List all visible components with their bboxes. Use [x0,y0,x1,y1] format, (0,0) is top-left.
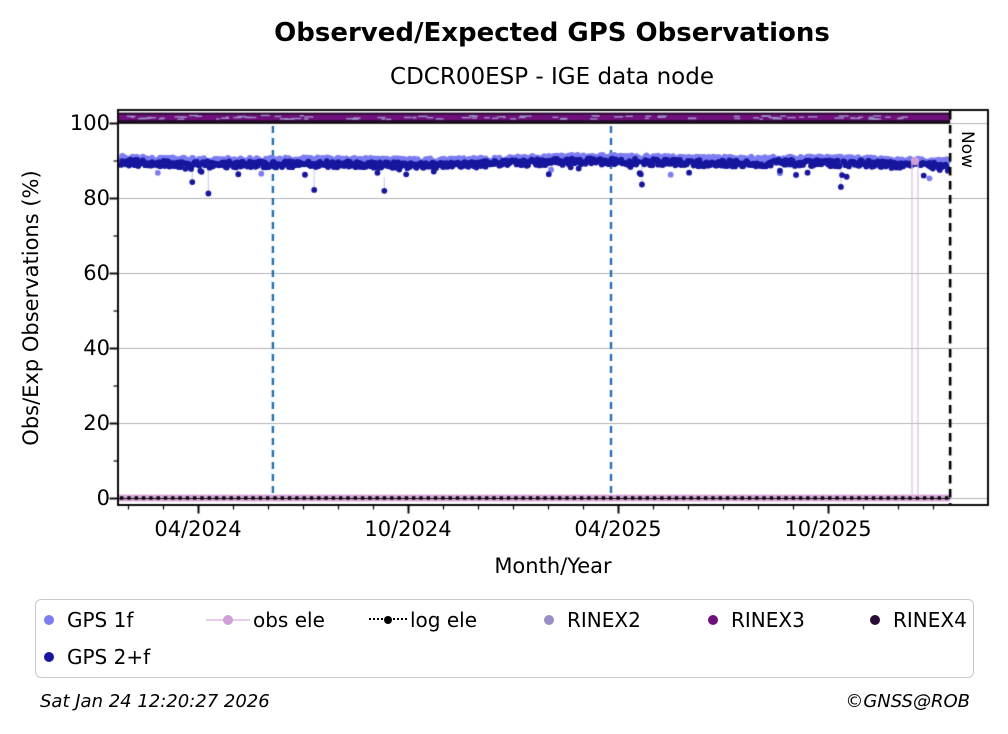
y-tick-label: 100 [69,111,110,135]
legend-item-log-ele: log ele [369,607,499,633]
x-tick-label: 04/2025 [574,517,662,541]
log-ele-marker-icon [384,616,392,624]
x-tick-label: 10/2024 [364,517,452,541]
legend-label: RINEX2 [567,608,641,632]
legend-label: obs ele [253,608,325,632]
legend: GPS 1f obs ele log ele RINEX2 RINEX3 RIN… [35,599,974,678]
now-label: Now [957,131,977,169]
legend-label: RINEX3 [731,608,805,632]
y-tick-label: 20 [83,411,110,435]
x-tick-label: 04/2024 [154,517,242,541]
rinex2-marker-icon [544,615,554,625]
y-tick-label: 80 [83,186,110,210]
obs-ele-marker-icon [223,615,233,625]
chart-subtitle: CDCR00ESP - IGE data node [390,64,714,90]
gps-1f-marker-icon [44,615,54,625]
y-tick-label: 60 [83,261,110,285]
legend-label: RINEX4 [893,608,967,632]
y-tick-label: 0 [96,486,110,510]
legend-label: log ele [410,608,478,632]
plot-timestamp: Sat Jan 24 12:20:27 2026 [40,691,270,712]
x-tick-label: 10/2025 [784,517,872,541]
y-tick-label: 40 [83,336,110,360]
y-axis-label: Obs/Exp Observations (%) [19,170,43,446]
rinex4-marker-icon [870,615,880,625]
legend-item-obs-ele: obs ele [206,607,336,633]
gps-2f-marker-icon [44,652,54,662]
credit-text: ©GNSS@ROB [845,691,970,712]
x-axis-label: Month/Year [494,554,612,578]
legend-label: GPS 2+f [67,645,151,669]
chart-title: Observed/Expected GPS Observations [274,18,830,48]
legend-label: GPS 1f [67,608,134,632]
rinex3-marker-icon [708,615,718,625]
